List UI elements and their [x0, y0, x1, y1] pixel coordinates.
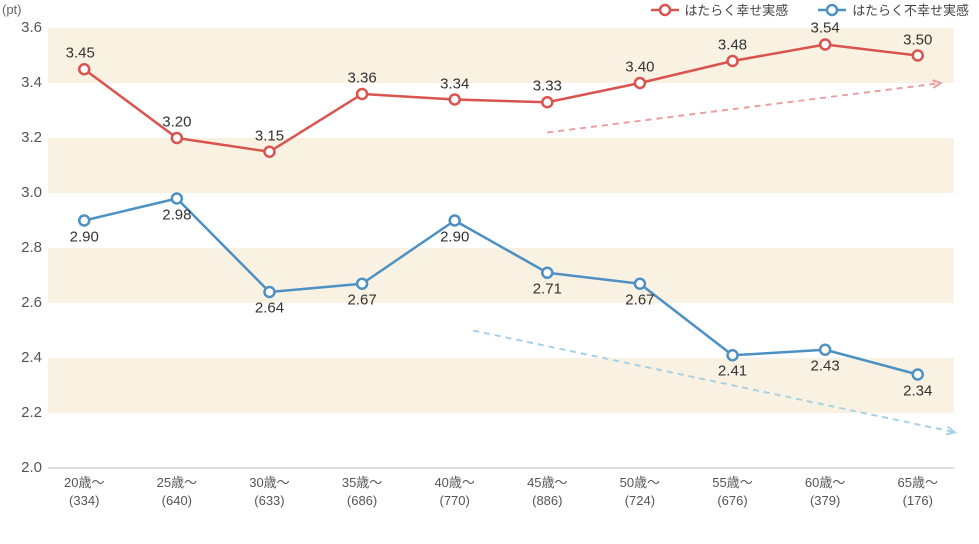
y-tick-label: 3.6 — [2, 19, 42, 36]
data-marker — [820, 345, 830, 355]
value-label: 3.48 — [718, 37, 747, 54]
value-label: 3.15 — [255, 127, 284, 144]
y-tick-label: 2.0 — [2, 459, 42, 476]
y-tick-label: 3.4 — [2, 74, 42, 91]
legend-item-happy: はたらく幸せ実感 — [651, 0, 789, 19]
series-line — [84, 199, 918, 375]
value-label: 2.71 — [533, 280, 562, 297]
y-tick-label: 3.0 — [2, 184, 42, 201]
data-marker — [913, 370, 923, 380]
data-marker — [172, 133, 182, 143]
series-line — [84, 45, 918, 152]
y-tick-label: 2.2 — [2, 404, 42, 421]
y-axis-unit: (pt) — [2, 2, 22, 17]
data-marker — [635, 78, 645, 88]
data-marker — [357, 89, 367, 99]
data-marker — [79, 64, 89, 74]
y-tick-label: 2.8 — [2, 239, 42, 256]
data-marker — [450, 216, 460, 226]
value-label: 3.20 — [162, 114, 191, 131]
data-marker — [542, 268, 552, 278]
data-marker — [728, 56, 738, 66]
legend-label: はたらく幸せ実感 — [685, 0, 789, 19]
data-marker — [450, 95, 460, 105]
value-label: 2.67 — [625, 291, 654, 308]
legend: はたらく幸せ実感 はたらく不幸せ実感 — [651, 0, 970, 19]
data-marker — [264, 287, 274, 297]
value-label: 2.98 — [162, 206, 191, 223]
value-label: 3.40 — [625, 59, 654, 76]
data-marker — [264, 147, 274, 157]
value-label: 3.45 — [66, 45, 95, 62]
chart-svg — [48, 28, 954, 508]
value-label: 2.34 — [903, 382, 932, 399]
value-label: 2.41 — [718, 363, 747, 380]
value-label: 2.64 — [255, 300, 284, 317]
value-label: 3.33 — [533, 78, 562, 95]
data-marker — [728, 350, 738, 360]
value-label: 3.50 — [903, 31, 932, 48]
y-tick-label: 3.2 — [2, 129, 42, 146]
data-marker — [357, 279, 367, 289]
data-marker — [542, 97, 552, 107]
data-marker — [635, 279, 645, 289]
data-marker — [79, 216, 89, 226]
legend-marker-unhappy — [818, 3, 846, 17]
value-label: 3.34 — [440, 75, 469, 92]
legend-marker-happy — [651, 3, 679, 17]
legend-item-unhappy: はたらく不幸せ実感 — [818, 0, 969, 19]
value-label: 3.36 — [347, 70, 376, 87]
y-tick-label: 2.4 — [2, 349, 42, 366]
data-marker — [913, 51, 923, 61]
plot-area: 2.02.22.42.62.83.03.23.43.620歳～(334)25歳～… — [48, 28, 954, 508]
data-marker — [820, 40, 830, 50]
y-tick-label: 2.6 — [2, 294, 42, 311]
value-label: 2.90 — [440, 228, 469, 245]
value-label: 3.54 — [811, 20, 840, 37]
chart-container: (pt) はたらく幸せ実感 はたらく不幸せ実感 2.02.22.42.62.83… — [0, 0, 979, 544]
value-label: 2.90 — [70, 228, 99, 245]
value-label: 2.67 — [347, 291, 376, 308]
legend-label: はたらく不幸せ実感 — [852, 0, 969, 19]
data-marker — [172, 194, 182, 204]
value-label: 2.43 — [811, 357, 840, 374]
